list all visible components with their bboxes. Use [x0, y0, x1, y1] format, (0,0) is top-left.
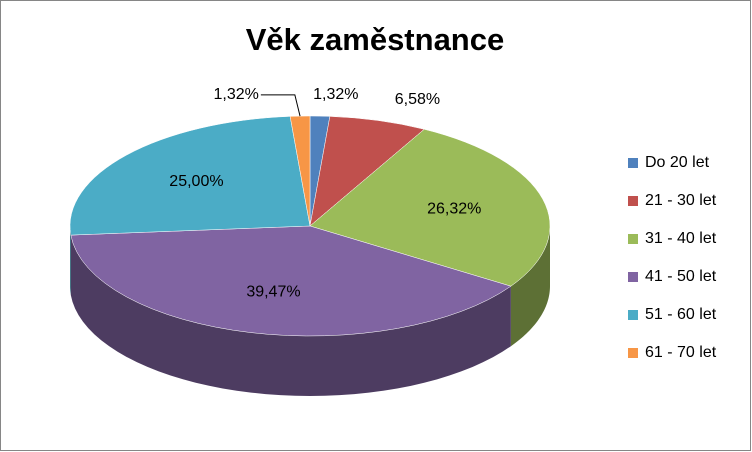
pie-slice [70, 225, 512, 337]
legend-label: 31 - 40 let [645, 230, 717, 247]
legend-label: 41 - 50 let [645, 268, 717, 285]
data-label: 26,32% [427, 200, 481, 217]
data-label: 39,47% [246, 283, 300, 300]
legend-label: 21 - 30 let [645, 192, 717, 209]
legend-swatch [628, 196, 638, 206]
chart-title: Věk zaměstnance [246, 22, 504, 57]
data-label: 6,58% [395, 91, 440, 108]
legend-swatch [628, 158, 638, 168]
pie-slice [309, 128, 551, 287]
pie-side [70, 235, 511, 396]
data-label: 1,32% [313, 86, 358, 103]
leader-line [260, 94, 301, 117]
data-label: 1,32% [213, 86, 258, 103]
legend-swatch [628, 234, 638, 244]
pie-slice [289, 115, 311, 227]
data-label: 25,00% [169, 173, 223, 190]
legend-label: 51 - 60 let [645, 306, 717, 323]
pie-slice [69, 116, 311, 236]
pie-side [510, 226, 550, 347]
legend-label: 61 - 70 let [645, 344, 717, 361]
pie-side [70, 226, 71, 296]
legend-label: Do 20 let [645, 154, 710, 171]
legend-swatch [628, 272, 638, 282]
legend-swatch [628, 310, 638, 320]
legend-swatch [628, 348, 638, 358]
